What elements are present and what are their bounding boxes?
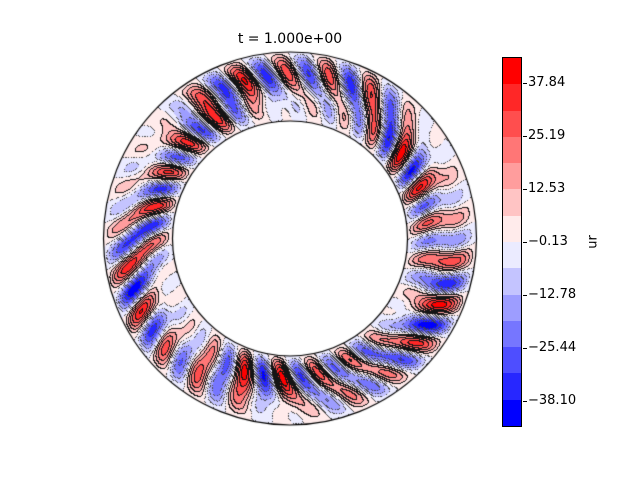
- colorbar-band: [503, 189, 521, 216]
- colorbar-band: [503, 136, 521, 164]
- plot-title: t = 1.000e+00: [237, 31, 343, 47]
- colorbar-tick: [523, 294, 527, 296]
- colorbar-band: [503, 320, 521, 348]
- colorbar-tick: [523, 136, 527, 138]
- colorbar-tick-label: 12.53: [528, 181, 566, 197]
- colorbar-tick-label: −25.44: [528, 339, 577, 355]
- colorbar-label: ur: [585, 235, 601, 249]
- colorbar-tick: [523, 347, 527, 349]
- colorbar-band: [503, 241, 521, 269]
- colorbar-tick-label: −12.78: [528, 287, 577, 303]
- colorbar-band: [503, 163, 521, 190]
- colorbar-tick-label: −0.13: [528, 234, 568, 250]
- colorbar-tick-label: −38.10: [528, 392, 577, 408]
- colorbar-band: [503, 110, 521, 137]
- colorbar-tick-label: 37.84: [528, 75, 566, 91]
- colorbar-tick-label: 25.19: [528, 128, 566, 144]
- colorbar-band: [503, 268, 521, 295]
- colorbar-band: [503, 347, 521, 374]
- colorbar-tick: [523, 400, 527, 402]
- colorbar-band: [503, 84, 521, 111]
- colorbar: [502, 57, 522, 427]
- colorbar-tick: [523, 189, 527, 191]
- colorbar-band: [503, 58, 521, 85]
- colorbar-tick: [523, 242, 527, 243]
- colorbar-band: [503, 399, 521, 426]
- colorbar-tick: [523, 83, 527, 85]
- colorbar-band: [503, 373, 521, 400]
- colorbar-band: [503, 215, 521, 242]
- colorbar-band: [503, 294, 521, 321]
